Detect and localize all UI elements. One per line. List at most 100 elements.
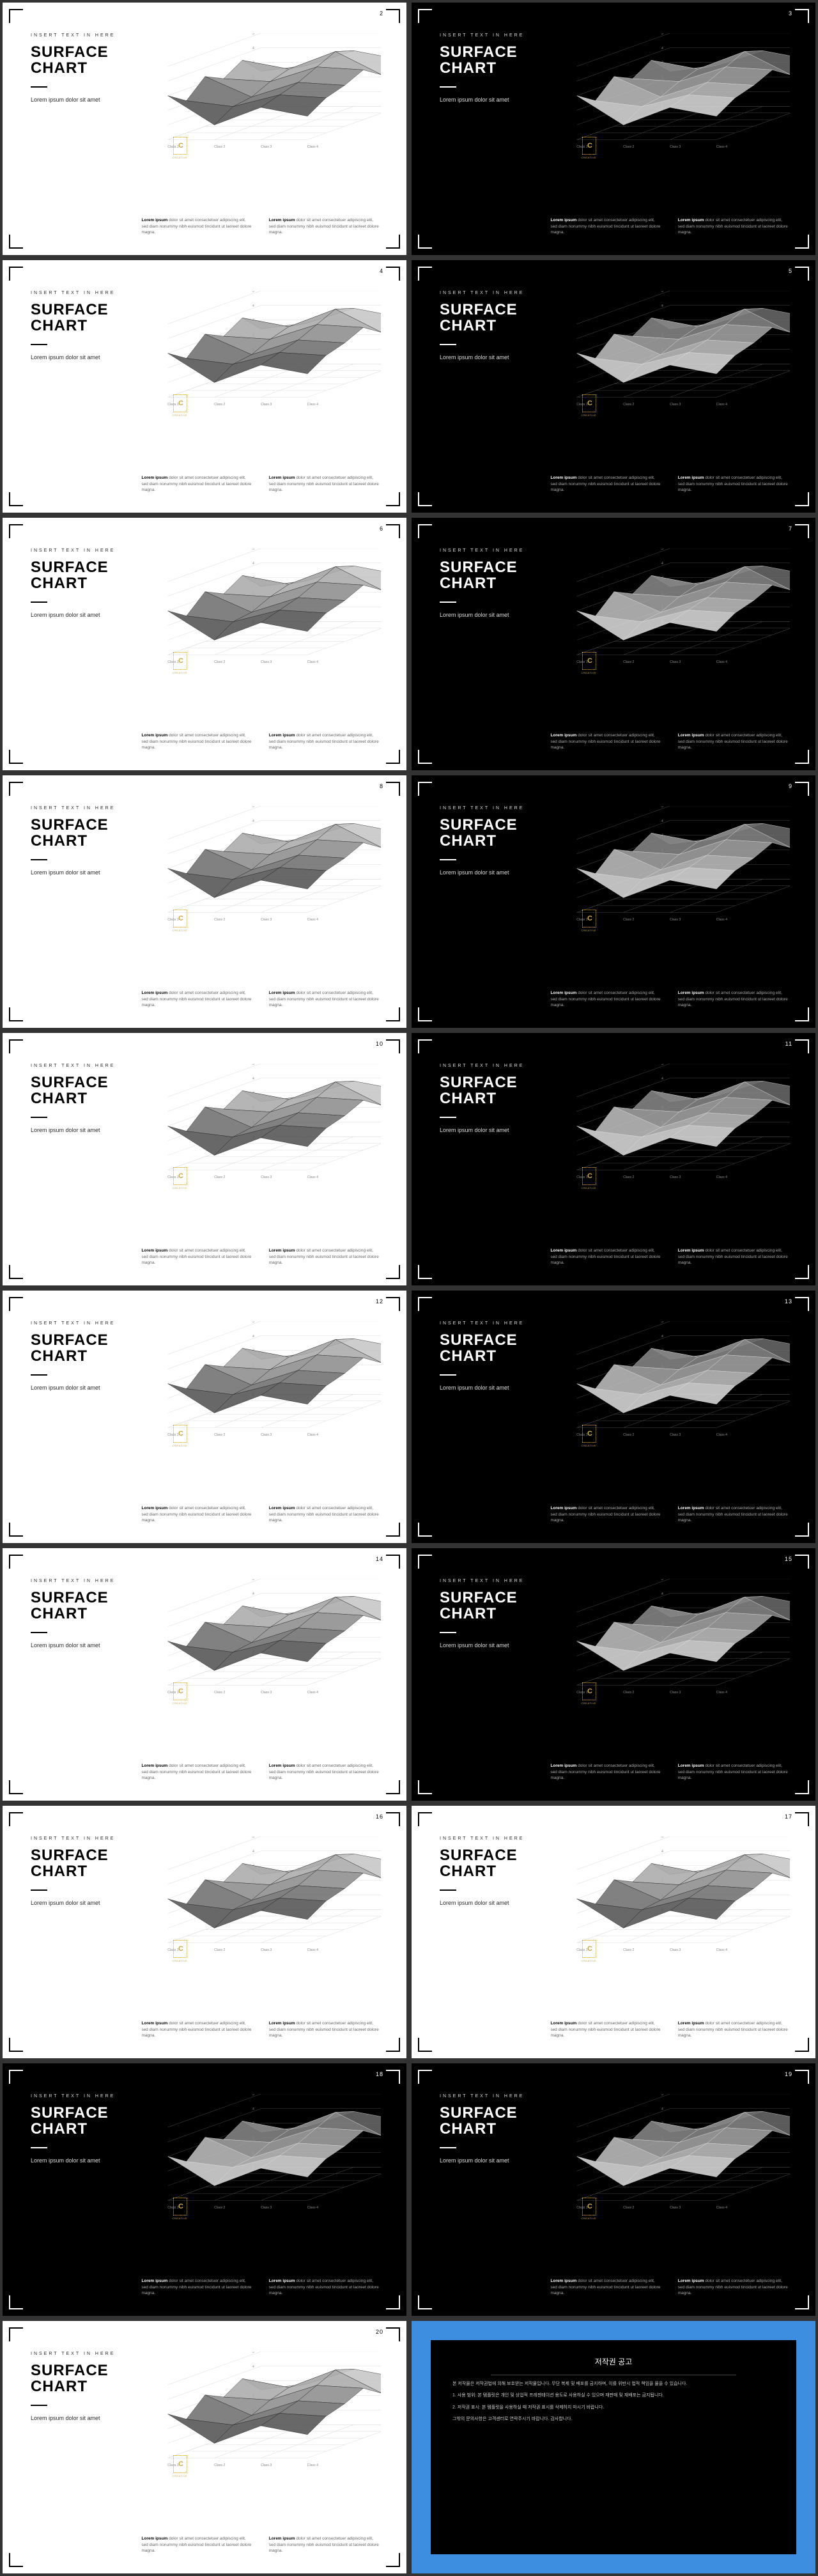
svg-text:5: 5 — [252, 1321, 254, 1324]
slide-4: 4 INSERT TEXT IN HERE SURFACE CHART Lore… — [3, 260, 406, 513]
svg-text:Class 4: Class 4 — [716, 1691, 727, 1695]
title-rule — [440, 1117, 456, 1118]
desc-block-left: Lorem ipsum dolor sit amet consectetuer … — [550, 2021, 662, 2039]
svg-text:Class 4: Class 4 — [307, 1948, 318, 1952]
slide-20: 20 INSERT TEXT IN HERE SURFACE CHART Lor… — [3, 2321, 406, 2573]
watermark-badge: C — [173, 394, 187, 412]
slide-title: SURFACE CHART — [31, 559, 128, 591]
desc-lead: Lorem ipsum — [550, 2279, 576, 2283]
svg-text:5: 5 — [252, 806, 254, 809]
desc-block-right: Lorem ipsum dolor sit amet consectetuer … — [678, 733, 790, 751]
slide-title: SURFACE CHART — [31, 1332, 128, 1364]
title-rule — [440, 1889, 456, 1891]
svg-text:Class 4: Class 4 — [716, 1948, 727, 1952]
svg-text:Class 4: Class 4 — [716, 145, 727, 149]
subtitle: Lorem ipsum dolor sit amet — [31, 1127, 128, 1133]
svg-text:Class 2: Class 2 — [215, 2463, 226, 2467]
subtitle: Lorem ipsum dolor sit amet — [440, 354, 537, 361]
subtitle: Lorem ipsum dolor sit amet — [440, 1385, 537, 1391]
watermark-sub: CREATIVE — [581, 1959, 596, 1962]
title-line2: CHART — [31, 575, 88, 592]
desc-lead: Lorem ipsum — [678, 1506, 704, 1510]
desc-lead: Lorem ipsum — [269, 2536, 295, 2541]
title-line1: SURFACE — [440, 559, 518, 576]
slide-10: 10 INSERT TEXT IN HERE SURFACE CHART Lor… — [3, 1033, 406, 1285]
eyebrow: INSERT TEXT IN HERE — [31, 33, 128, 38]
svg-text:Class 2: Class 2 — [215, 1175, 226, 1179]
desc-block-left: Lorem ipsum dolor sit amet consectetuer … — [550, 733, 662, 751]
watermark-letter: C — [587, 1172, 592, 1180]
watermark-letter: C — [178, 142, 183, 150]
watermark-badge: C — [173, 1682, 187, 1700]
title-rule — [31, 601, 47, 603]
title-line2: CHART — [31, 59, 88, 77]
eyebrow: INSERT TEXT IN HERE — [31, 1836, 128, 1841]
svg-text:4: 4 — [252, 47, 254, 50]
title-line2: CHART — [31, 2378, 88, 2395]
title-line2: CHART — [440, 2120, 497, 2138]
text-column: INSERT TEXT IN HERE SURFACE CHART Lorem … — [440, 2094, 537, 2297]
watermark-letter: C — [178, 915, 183, 922]
slide-title: SURFACE CHART — [31, 817, 128, 849]
slide-title: SURFACE CHART — [440, 1075, 537, 1106]
eyebrow: INSERT TEXT IN HERE — [31, 1064, 128, 1068]
slide-title: SURFACE CHART — [440, 1847, 537, 1879]
svg-text:5: 5 — [252, 291, 254, 293]
chart-column: 012345Class 1Class 2Class 3Class 4 C CRE… — [550, 1064, 790, 1266]
desc-block-right: Lorem ipsum dolor sit amet consectetuer … — [678, 1763, 790, 1781]
title-rule — [31, 859, 47, 860]
eyebrow: INSERT TEXT IN HERE — [31, 291, 128, 295]
svg-text:Class 3: Class 3 — [261, 2463, 272, 2467]
title-line1: SURFACE — [440, 1589, 518, 1606]
subtitle: Lorem ipsum dolor sit amet — [31, 1900, 128, 1906]
svg-text:Class 2: Class 2 — [624, 1948, 635, 1952]
svg-text:Class 3: Class 3 — [261, 403, 272, 407]
title-rule — [440, 2147, 456, 2148]
text-column: INSERT TEXT IN HERE SURFACE CHART Lorem … — [31, 33, 128, 236]
desc-lead: Lorem ipsum — [141, 2279, 167, 2283]
svg-text:Class 4: Class 4 — [716, 918, 727, 922]
svg-text:4: 4 — [661, 1077, 663, 1081]
watermark-sub: CREATIVE — [581, 1186, 596, 1190]
watermark-letter: C — [587, 1430, 592, 1438]
watermark-sub: CREATIVE — [581, 414, 596, 417]
slide-title: SURFACE CHART — [31, 2105, 128, 2137]
watermark-badge: C — [582, 652, 596, 670]
slide-19: 19 INSERT TEXT IN HERE SURFACE CHART Lor… — [412, 2063, 815, 2316]
svg-text:Class 4: Class 4 — [307, 2463, 318, 2467]
slide-title: SURFACE CHART — [31, 2363, 128, 2394]
desc-lead: Lorem ipsum — [141, 733, 167, 738]
chart-column: 012345Class 1Class 2Class 3Class 4 C CRE… — [550, 1579, 790, 1781]
slide-title: SURFACE CHART — [31, 1075, 128, 1106]
desc-block-right: Lorem ipsum dolor sit amet consectetuer … — [678, 1505, 790, 1524]
chart-column: 012345Class 1Class 2Class 3Class 4 C CRE… — [550, 1321, 790, 1524]
desc-block-left: Lorem ipsum dolor sit amet consectetuer … — [550, 475, 662, 493]
desc-block-left: Lorem ipsum dolor sit amet consectetuer … — [141, 2278, 253, 2297]
svg-text:Class 2: Class 2 — [624, 1691, 635, 1695]
watermark-letter: C — [587, 657, 592, 665]
title-line2: CHART — [440, 59, 497, 77]
desc-block-right: Lorem ipsum dolor sit amet consectetuer … — [269, 1763, 381, 1781]
notice-p2: 1. 사용 범위: 본 템플릿은 개인 및 상업적 프레젠테이션 용도로 사용하… — [452, 2392, 775, 2400]
text-column: INSERT TEXT IN HERE SURFACE CHART Lorem … — [31, 1579, 128, 1781]
svg-text:5: 5 — [252, 1579, 254, 1581]
watermark-letter: C — [587, 1945, 592, 1953]
text-column: INSERT TEXT IN HERE SURFACE CHART Lorem … — [31, 548, 128, 751]
chart-column: 012345Class 1Class 2Class 3Class 4 C CRE… — [141, 2352, 381, 2554]
text-column: INSERT TEXT IN HERE SURFACE CHART Lorem … — [440, 806, 537, 1009]
eyebrow: INSERT TEXT IN HERE — [440, 291, 537, 295]
desc-lead: Lorem ipsum — [269, 476, 295, 480]
title-line2: CHART — [31, 1347, 88, 1365]
watermark-letter: C — [178, 2203, 183, 2210]
eyebrow: INSERT TEXT IN HERE — [440, 33, 537, 38]
title-rule — [31, 1374, 47, 1376]
subtitle: Lorem ipsum dolor sit amet — [440, 2157, 537, 2164]
watermark-badge: C — [582, 1682, 596, 1700]
svg-text:5: 5 — [252, 548, 254, 551]
text-column: INSERT TEXT IN HERE SURFACE CHART Lorem … — [31, 1836, 128, 2039]
title-line1: SURFACE — [31, 2104, 109, 2122]
desc-block-left: Lorem ipsum dolor sit amet consectetuer … — [550, 217, 662, 236]
description-row: Lorem ipsum dolor sit amet consectetuer … — [550, 475, 790, 493]
svg-text:Class 3: Class 3 — [261, 1175, 272, 1179]
svg-text:Class 4: Class 4 — [307, 918, 318, 922]
